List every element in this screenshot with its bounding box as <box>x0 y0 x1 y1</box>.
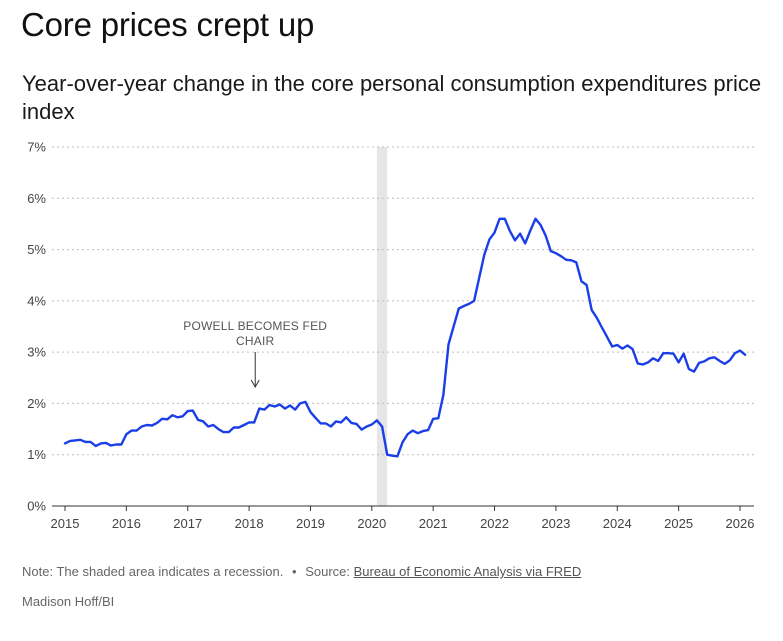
x-tick-label: 2015 <box>51 516 80 531</box>
y-tick-label: 2% <box>27 396 46 411</box>
x-tick-label: 2026 <box>726 516 755 531</box>
x-tick-label: 2021 <box>419 516 448 531</box>
x-tick-label: 2025 <box>664 516 693 531</box>
y-tick-label: 3% <box>27 345 46 360</box>
x-tick-label: 2022 <box>480 516 509 531</box>
x-tick-label: 2016 <box>112 516 141 531</box>
byline: Madison Hoff/BI <box>22 594 115 609</box>
annotation-text: CHAIR <box>236 334 274 348</box>
annotation-text: POWELL BECOMES FED <box>183 319 327 333</box>
y-tick-label: 7% <box>27 140 46 155</box>
annotation-arrowhead <box>250 379 260 389</box>
chart-title: Core prices crept up <box>21 6 315 43</box>
y-tick-label: 1% <box>27 447 46 462</box>
source-link[interactable]: Bureau of Economic Analysis via FRED <box>353 564 582 579</box>
chart-subtitle: Year-over-year change in the core person… <box>22 71 762 124</box>
x-tick-label: 2018 <box>235 516 264 531</box>
y-tick-label: 5% <box>27 242 46 257</box>
y-tick-label: 4% <box>27 293 46 308</box>
series-line-core-pce <box>63 217 747 458</box>
x-tick-label: 2024 <box>603 516 632 531</box>
source-label: Source: <box>305 564 350 579</box>
x-tick-label: 2023 <box>541 516 570 531</box>
x-tick-label: 2020 <box>357 516 386 531</box>
y-tick-label: 0% <box>27 499 46 514</box>
footnote: Note: The shaded area indicates a recess… <box>22 564 284 579</box>
x-tick-label: 2019 <box>296 516 325 531</box>
y-tick-label: 6% <box>27 191 46 206</box>
x-tick-label: 2017 <box>173 516 202 531</box>
chart-footer: Note: The shaded area indicates a recess… <box>22 564 581 579</box>
footer-separator: • <box>292 564 297 579</box>
recession-band <box>376 147 388 506</box>
